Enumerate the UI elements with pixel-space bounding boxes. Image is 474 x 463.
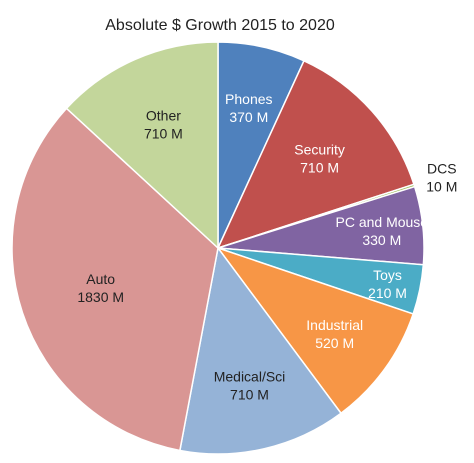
slice-value: 710 M [144,126,183,142]
pie-slice-other [65,41,219,250]
slice-value: 330 M [362,232,401,248]
slice-label-pc-and-mouse: PC and Mouse 330 M [335,214,428,248]
slice-name: Industrial [306,317,363,333]
slice-value: 210 M [368,285,407,301]
slice-label-phones: Phones 370 M [225,91,272,125]
slice-value: 370 M [229,109,268,125]
slice-label-auto: Auto 1830 M [77,271,124,305]
pie-slice-security [216,59,415,250]
slice-name: Phones [225,91,272,107]
slice-value: 1830 M [77,289,124,305]
slice-value: 710 M [230,387,269,403]
pie-slice-medical-sci [178,246,343,455]
slice-label-dcs: DCS 10 M [426,161,457,195]
slice-label-other: Other 710 M [144,108,183,142]
pie-labels: Phones 370 M Security 710 M DCS 10 M PC and Mo… [77,91,457,402]
pie-slice-industrial [215,246,415,415]
slice-name: Other [146,108,181,124]
pie-slice-auto [11,107,219,452]
pie-slices [11,41,425,455]
slice-value: 520 M [315,335,354,351]
slice-label-industrial: Industrial 520 M [306,317,363,351]
slice-name: Medical/Sci [214,369,286,385]
slice-value: 710 M [300,160,339,176]
slice-name: Security [294,142,345,158]
slice-name: DCS [427,161,457,177]
slice-name: Auto [86,271,115,287]
slice-name: PC and Mouse [335,214,428,230]
slice-name: Toys [373,267,402,283]
chart-title: Absolute $ Growth 2015 to 2020 [105,17,335,34]
slice-label-medical-sci: Medical/Sci 710 M [214,369,286,403]
slice-label-toys: Toys 210 M [368,267,407,301]
slice-label-security: Security 710 M [294,142,345,176]
slice-value: 10 M [426,179,457,195]
